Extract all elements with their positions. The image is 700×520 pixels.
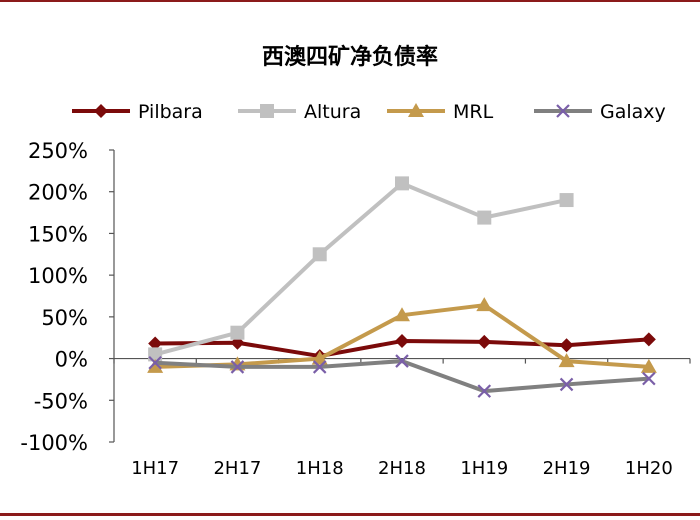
axes: -100% -50% 0% 50% 100% 150% 200% 250% 1H17 2H17 1H… [20, 139, 691, 479]
y-tick-label: -100% [20, 431, 88, 455]
data-point [559, 193, 574, 208]
x-tick-label: 2H18 [378, 458, 426, 479]
y-tick-label: 50% [41, 306, 88, 330]
series-line [154, 181, 567, 357]
y-tick-label: 150% [28, 222, 88, 246]
legend-marker [260, 104, 274, 118]
data-point [395, 334, 409, 349]
x-tick-label: 1H20 [625, 458, 673, 479]
legend-item-mrl: MRL [387, 101, 494, 123]
data-point [641, 332, 656, 347]
legend-item-pilbara: Pilbara [72, 101, 203, 123]
y-tick-label: -50% [34, 389, 88, 413]
y-tick-label: 0% [55, 348, 88, 372]
legend-item-galaxy: Galaxy [534, 101, 666, 123]
x-tick-label: 2H19 [543, 458, 591, 479]
data-point [312, 360, 327, 374]
data-point [312, 247, 327, 262]
legend-marker [556, 104, 570, 118]
legend: Pilbara Altura MRL Galaxy [72, 101, 666, 123]
bottom-border [0, 513, 700, 516]
data-point [395, 354, 409, 368]
y-tick-label: 200% [28, 181, 88, 205]
legend-label: MRL [453, 101, 494, 123]
data-point [147, 358, 164, 373]
legend-marker [408, 103, 424, 117]
x-tick-label: 1H18 [296, 458, 344, 479]
y-tick-label: 250% [28, 139, 88, 163]
top-border [0, 0, 700, 2]
data-point [477, 384, 492, 398]
legend-label: Galaxy [600, 101, 666, 123]
series-layer [147, 176, 657, 398]
data-point [640, 358, 657, 373]
data-point [476, 297, 493, 312]
chart-title: 西澳四矿净负债率 [262, 44, 438, 70]
x-tick-label: 2H17 [213, 458, 261, 479]
data-point [477, 210, 492, 225]
series-mrl [147, 297, 657, 373]
data-point [558, 353, 575, 368]
legend-label: Pilbara [138, 101, 203, 123]
data-point [148, 355, 162, 370]
series-galaxy [148, 354, 656, 398]
legend-marker [94, 104, 108, 118]
data-point [230, 360, 245, 374]
x-tick-label: 1H17 [131, 458, 179, 479]
series-altura [148, 176, 574, 362]
y-tick-label: 100% [28, 264, 88, 288]
data-point [394, 307, 410, 322]
data-point [395, 176, 409, 191]
data-point [477, 334, 492, 349]
data-point [642, 371, 656, 386]
legend-label: Altura [304, 101, 361, 123]
data-point [559, 377, 574, 392]
x-tick-label: 1H19 [460, 458, 508, 479]
data-point [148, 336, 163, 351]
data-point [559, 338, 574, 353]
data-point [311, 350, 328, 365]
data-point [230, 325, 245, 340]
legend-item-altura: Altura [238, 101, 361, 123]
series-line [155, 359, 649, 394]
